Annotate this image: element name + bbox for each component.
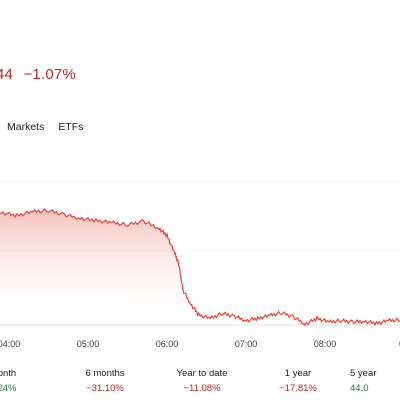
price-change-percent: −1.07% [23, 66, 76, 83]
period-label: 1 year [284, 368, 312, 379]
period-label: 5 year [350, 368, 377, 379]
filter-tabs: Markets ETFs [7, 121, 83, 133]
period-1-year[interactable]: 1 year −17.81% [253, 368, 343, 394]
x-tick-label: 05:00 [77, 339, 100, 349]
x-tick-label: 06:00 [156, 339, 179, 349]
x-tick-label: 09 [399, 339, 400, 349]
x-tick-label: 07:00 [235, 339, 258, 349]
x-tick-label: 08:00 [314, 339, 337, 349]
period-value: −11.08% [183, 383, 221, 394]
price-chart-svg: 04:00 05:00 06:00 07:00 08:00 09 [0, 181, 400, 349]
price-change-value: 44 [0, 66, 14, 83]
period-value: −31.10% [86, 383, 124, 394]
tab-etfs[interactable]: ETFs [58, 121, 84, 133]
period-label: Year to date [176, 368, 228, 379]
period-performance-row: month 7.24% 6 months −31.10% Year to dat… [0, 368, 400, 400]
period-label: month [0, 368, 17, 379]
price-chart[interactable]: 04:00 05:00 06:00 07:00 08:00 09 [0, 140, 400, 350]
period-value: 7.24% [0, 383, 17, 394]
period-label: 6 months [85, 368, 125, 379]
price-change: 44 −1.07% [0, 66, 82, 83]
price-line [0, 208, 400, 327]
period-1-month[interactable]: month 7.24% [0, 368, 48, 394]
period-year-to-date[interactable]: Year to date −11.08% [157, 368, 247, 394]
period-5-year[interactable]: 5 year 44.0 [350, 368, 400, 394]
period-6-months[interactable]: 6 months −31.10% [60, 368, 150, 394]
tab-markets[interactable]: Markets [7, 121, 45, 133]
period-value: 44.0 [350, 383, 369, 394]
x-tick-label: 04:00 [0, 339, 20, 349]
period-value: −17.81% [279, 383, 317, 394]
price-area-fill [0, 209, 400, 325]
